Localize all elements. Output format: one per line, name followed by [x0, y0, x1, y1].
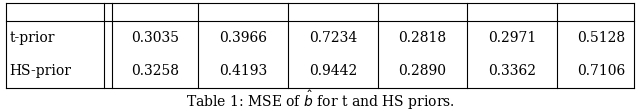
Text: t-prior: t-prior	[10, 31, 55, 45]
Text: 0.9442: 0.9442	[308, 64, 357, 78]
Text: 0.3966: 0.3966	[219, 31, 268, 45]
Text: 0.7234: 0.7234	[308, 31, 357, 45]
Text: 0.2818: 0.2818	[398, 31, 447, 45]
Text: 0.5128: 0.5128	[577, 31, 626, 45]
Text: 0.3258: 0.3258	[131, 64, 179, 78]
Text: 0.7106: 0.7106	[577, 64, 626, 78]
Text: 0.2890: 0.2890	[398, 64, 447, 78]
Text: 0.2971: 0.2971	[488, 31, 536, 45]
Text: Table 1: MSE of $\hat{b}$ for t and HS priors.: Table 1: MSE of $\hat{b}$ for t and HS p…	[186, 88, 454, 111]
Text: 0.3362: 0.3362	[488, 64, 536, 78]
Text: 0.3035: 0.3035	[131, 31, 179, 45]
Text: 0.4193: 0.4193	[219, 64, 268, 78]
Text: HS-prior: HS-prior	[10, 64, 72, 78]
